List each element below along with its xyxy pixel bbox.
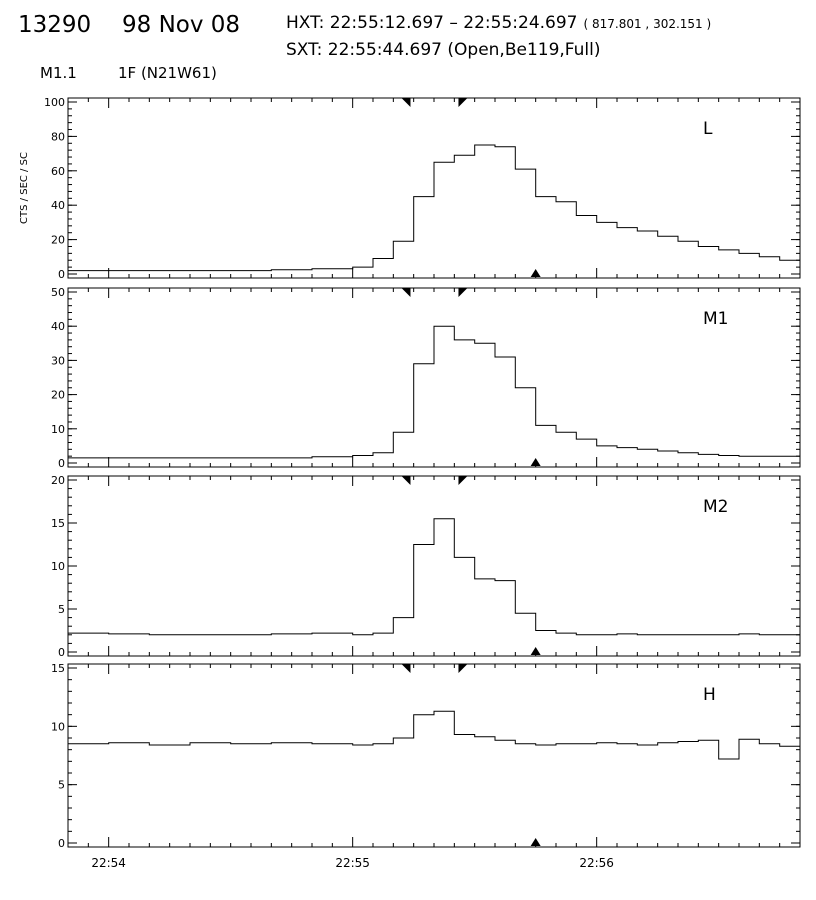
sxt-time: SXT: 22:55:44.697 (Open,Be119,Full): [286, 40, 601, 60]
hxt-end-marker: [458, 664, 468, 673]
y-axis-label: CTS / SEC / SC: [19, 152, 30, 224]
panel-frame-M2: [67, 475, 801, 657]
flare-location: 1F (N21W61): [118, 64, 217, 82]
hxt-end-marker: [458, 98, 468, 107]
y-tick-label: 30: [51, 354, 65, 367]
y-tick-label: 10: [51, 423, 65, 436]
y-tick-label: 15: [51, 517, 65, 530]
hxt-end-marker: [458, 288, 468, 297]
hxt-label: HXT: 22:55:12.697 – 22:55:24.697: [286, 13, 578, 33]
y-tick-label: 100: [44, 96, 65, 109]
sxt-marker: [530, 838, 541, 846]
series-line-H: [68, 710, 800, 760]
panel-label-H: H: [703, 685, 716, 705]
panel-label-L: L: [703, 119, 713, 139]
y-tick-label: 0: [58, 837, 65, 850]
event-id: 13290: [18, 12, 92, 38]
hxt-start-marker: [401, 98, 411, 107]
hxt-coordinates: ( 817.801 , 302.151 ): [583, 17, 712, 31]
y-tick-label: 40: [51, 199, 65, 212]
y-tick-label: 50: [51, 286, 65, 299]
panel-frame-H: [67, 663, 801, 848]
y-tick-label: 0: [58, 268, 65, 281]
y-tick-label: 80: [51, 130, 65, 143]
x-tick-label: 22:54: [91, 856, 126, 870]
panel-frame-M1: [67, 287, 801, 468]
y-tick-label: 5: [58, 779, 65, 792]
y-tick-label: 10: [51, 720, 65, 733]
hxt-start-marker: [401, 664, 411, 673]
panel-label-M2: M2: [703, 497, 728, 517]
hxt-start-marker: [401, 288, 411, 297]
panel-label-M1: M1: [703, 309, 728, 329]
y-tick-label: 20: [51, 474, 65, 487]
x-tick-label: 22:56: [579, 856, 614, 870]
y-tick-label: 40: [51, 320, 65, 333]
series-line-M2: [68, 518, 800, 636]
hxt-start-marker: [401, 476, 411, 485]
sxt-marker: [530, 647, 541, 655]
series-line-L: [68, 144, 800, 272]
y-tick-label: 20: [51, 389, 65, 402]
event-date: 98 Nov 08: [122, 12, 241, 38]
y-tick-label: 60: [51, 165, 65, 178]
y-tick-label: 15: [51, 662, 65, 675]
y-tick-label: 5: [58, 603, 65, 616]
hxt-end-marker: [458, 476, 468, 485]
sxt-marker: [530, 269, 541, 277]
y-tick-label: 0: [58, 457, 65, 470]
sxt-marker: [530, 458, 541, 466]
series-line-M1: [68, 325, 800, 459]
flare-class: M1.1: [40, 64, 77, 82]
y-tick-label: 0: [58, 646, 65, 659]
x-tick-label: 22:55: [335, 856, 370, 870]
y-tick-label: 10: [51, 560, 65, 573]
hxt-time-range: HXT: 22:55:12.697 – 22:55:24.697 ( 817.80…: [286, 13, 711, 33]
y-tick-label: 20: [51, 234, 65, 247]
